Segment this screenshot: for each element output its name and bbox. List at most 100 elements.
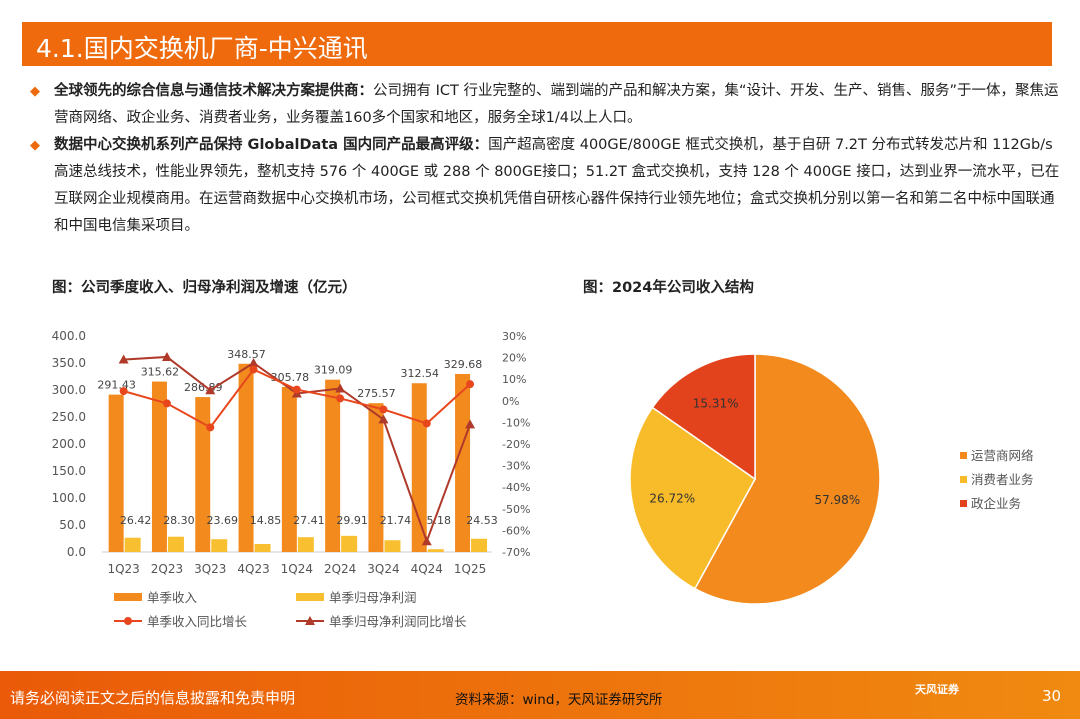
profit-label: 26.42	[120, 514, 152, 527]
disclaimer: 请务必阅读正文之后的信息披露和免责申明	[10, 689, 296, 707]
x-tick-label: 4Q24	[411, 562, 443, 576]
y2-tick-label: 20%	[502, 352, 526, 365]
bullet-text: 国产超高密度 400GE/800GE 框式交换机，基于自研 7.2T 分布式转发…	[54, 137, 1060, 234]
y-tick-label: 150.0	[52, 464, 86, 478]
growth-point	[465, 419, 476, 429]
bullet-item: ◆ 数据中心交换机系列产品保持 GlobalData 国内同产品最高评级：国产超高…	[30, 132, 1060, 240]
revenue-label: 291.43	[97, 379, 136, 392]
profit-label: 14.85	[250, 514, 282, 527]
logo: 天风证券	[915, 683, 959, 696]
legend-label: 单季归母净利润同比增长	[329, 614, 467, 629]
x-tick-label: 3Q23	[194, 562, 226, 576]
bar-chart-title: 图：公司季度收入、归母净利润及增速（亿元）	[52, 280, 357, 296]
y2-tick-label: -20%	[502, 438, 530, 451]
x-tick-label: 1Q24	[281, 562, 313, 576]
y2-tick-label: -30%	[502, 460, 530, 473]
legend-label: 运营商网络	[971, 448, 1034, 463]
profit-label: 27.41	[293, 514, 325, 527]
legend-marker	[124, 617, 132, 625]
revenue-bar	[281, 386, 297, 552]
pie-slice	[629, 406, 756, 590]
bullet-text: 公司拥有 ICT 行业完整的、端到端的产品和解决方案，集“设计、开发、生产、销售…	[54, 83, 1059, 126]
revenue-bar	[195, 397, 211, 552]
profit-bar	[427, 549, 444, 552]
legend-label: 单季收入	[147, 590, 198, 605]
x-tick-label: 4Q23	[237, 562, 269, 576]
growth-point	[422, 419, 431, 428]
x-tick-label: 1Q25	[454, 562, 486, 576]
pie-label: 57.98%	[814, 493, 860, 507]
growth-point	[249, 365, 258, 374]
legend-label: 政企业务	[971, 496, 1021, 511]
x-tick-label: 2Q24	[324, 562, 356, 576]
legend-label: 单季归母净利润	[329, 590, 417, 605]
profit-label: 28.30	[163, 514, 195, 527]
y2-tick-label: 10%	[502, 373, 526, 386]
y-tick-label: 200.0	[52, 437, 86, 451]
revenue-label: 286.89	[184, 381, 223, 394]
revenue-label: 329.68	[444, 358, 483, 371]
y2-tick-label: -70%	[502, 546, 530, 559]
footer: 请务必阅读正文之后的信息披露和免责申明 资料来源：wind，天风证券研究所 天风…	[0, 671, 1080, 719]
profit-bar	[167, 536, 184, 552]
x-tick-label: 3Q24	[367, 562, 399, 576]
pie-label: 15.31%	[693, 397, 739, 411]
profit-bar	[471, 538, 488, 552]
diamond-icon: ◆	[30, 84, 40, 99]
profit-label: 23.69	[207, 514, 239, 527]
legend-marker	[305, 616, 315, 625]
y2-tick-label: -10%	[502, 416, 530, 429]
pie-chart-title: 图：2024年公司收入结构	[583, 280, 754, 296]
growth-point	[335, 383, 346, 393]
revenue-bar	[151, 381, 167, 552]
growth-point	[421, 536, 432, 546]
revenue-bar	[325, 379, 341, 552]
bullet-heading: 数据中心交换机系列产品保持 GlobalData 国内同产品最高评级：	[54, 137, 489, 153]
revenue-label: 319.09	[314, 364, 353, 377]
y-tick-label: 50.0	[59, 518, 86, 532]
y-tick-label: 350.0	[52, 356, 86, 370]
diamond-icon: ◆	[30, 138, 40, 153]
profit-label: 21.74	[380, 514, 412, 527]
revenue-bar	[238, 363, 254, 552]
y2-tick-label: 30%	[502, 330, 526, 343]
profit-label: 29.91	[336, 514, 368, 527]
y-tick-label: 250.0	[52, 410, 86, 424]
legend-swatch	[960, 500, 967, 507]
bullet-list: ◆ 全球领先的综合信息与通信技术解决方案提供商：公司拥有 ICT 行业完整的、端到…	[30, 78, 1060, 240]
growth-point	[466, 380, 475, 389]
growth-point	[119, 387, 128, 396]
y-tick-label: 400.0	[52, 329, 86, 343]
revenue-label: 348.57	[227, 348, 266, 361]
source: 资料来源：wind，天风证券研究所	[455, 692, 663, 708]
profit-label: 24.53	[466, 514, 498, 527]
page-title: 4.1.国内交换机厂商-中兴通讯	[36, 34, 368, 63]
pie-slice	[651, 353, 756, 481]
revenue-bar	[411, 383, 427, 552]
profit-bar	[211, 539, 228, 552]
revenue-label: 312.54	[401, 367, 440, 380]
growth-point	[336, 394, 345, 403]
page-number: 30	[1042, 687, 1062, 705]
legend-label: 单季收入同比增长	[147, 614, 248, 629]
profit-bar	[341, 535, 358, 552]
bullet-item: ◆ 全球领先的综合信息与通信技术解决方案提供商：公司拥有 ICT 行业完整的、端到…	[30, 78, 1060, 132]
growth-point	[378, 414, 389, 424]
bullet-heading: 全球领先的综合信息与通信技术解决方案提供商：	[54, 83, 373, 99]
profit-bar	[297, 537, 314, 552]
profit-bar	[254, 543, 271, 552]
title-bar: 4.1.国内交换机厂商-中兴通讯	[22, 22, 1052, 66]
profit-bar	[124, 537, 141, 552]
growth-point	[292, 385, 301, 394]
legend-swatch	[114, 593, 142, 601]
profit-bar	[384, 540, 401, 552]
growth-point	[118, 354, 129, 364]
growth-point	[162, 399, 171, 408]
y2-tick-label: 0%	[502, 395, 519, 408]
revenue-label: 315.62	[141, 366, 180, 379]
y-tick-label: 0.0	[67, 545, 86, 559]
revenue-label: 305.78	[271, 371, 310, 384]
x-tick-label: 2Q23	[151, 562, 183, 576]
growth-point	[379, 405, 388, 414]
